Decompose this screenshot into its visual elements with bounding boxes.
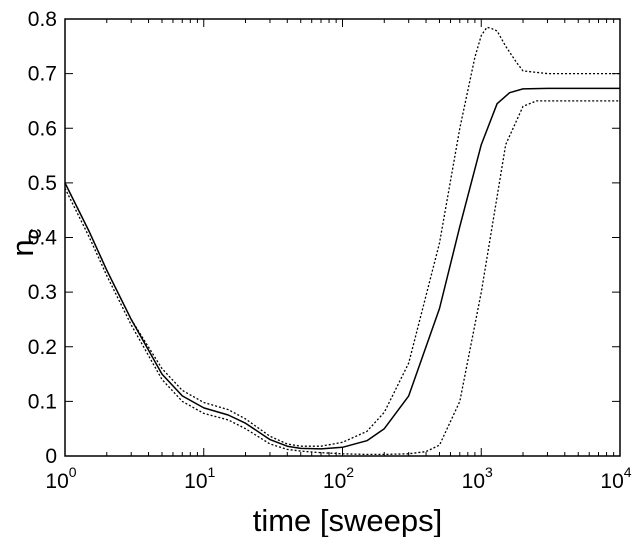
ticks-layer (64, 18, 621, 457)
x-tick-label-base: 10 (45, 470, 68, 493)
x-tick-label: 102 (323, 464, 354, 493)
y-tick-label: 0.8 (28, 8, 57, 31)
x-tick-label: 101 (184, 464, 215, 493)
y-axis-label: nc (5, 228, 46, 256)
x-tick-label-exponent: 0 (69, 464, 77, 480)
y-tick-label: 0 (45, 445, 57, 468)
y-tick-label: 0.4 (28, 227, 58, 250)
x-tick-label-base: 10 (462, 470, 485, 493)
x-tick-label: 104 (600, 464, 631, 493)
x-tick-label: 100 (45, 464, 76, 493)
series-layer (64, 26, 620, 456)
x-tick-label: 103 (462, 464, 493, 493)
series-line-3 (64, 100, 620, 456)
y-tick-label: 0.7 (28, 63, 57, 86)
y-axis-label-main: n (5, 239, 40, 256)
y-tick-label: 0.3 (28, 281, 57, 304)
x-axis-label: time [sweeps] (253, 503, 443, 537)
x-tick-label-exponent: 3 (485, 464, 493, 480)
y-tick-label: 0.2 (28, 336, 57, 359)
x-tick-label-base: 10 (184, 470, 207, 493)
series-line-1 (64, 87, 620, 450)
y-tick-label: 0.5 (28, 172, 57, 195)
y-tick-label: 0.1 (28, 390, 57, 413)
series-line-2 (64, 26, 620, 447)
plot-frame (64, 18, 621, 457)
y-tick-label: 0.6 (28, 117, 57, 140)
x-tick-label-exponent: 4 (624, 464, 632, 480)
x-tick-label-exponent: 1 (208, 464, 216, 480)
x-tick-label-base: 10 (600, 470, 623, 493)
x-tick-label-exponent: 2 (346, 464, 354, 480)
x-tick-label-base: 10 (323, 470, 346, 493)
y-axis-label-subscript: c (21, 228, 46, 239)
